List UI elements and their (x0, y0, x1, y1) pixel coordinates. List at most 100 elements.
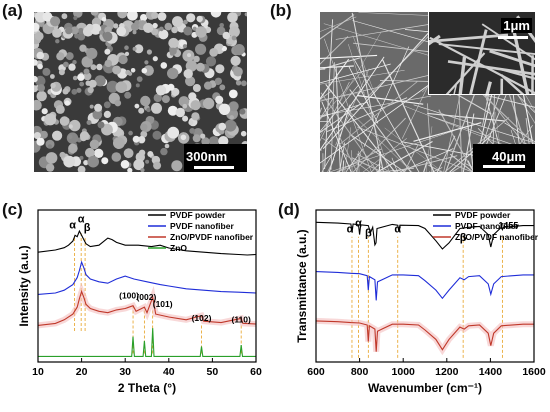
panel-label-c: (c) (2, 200, 23, 219)
particle (172, 16, 183, 28)
particle (210, 12, 222, 18)
particle (65, 26, 73, 35)
particle (36, 90, 47, 102)
fiber (500, 78, 504, 94)
particle (79, 155, 84, 160)
particle (127, 12, 138, 21)
particle (41, 108, 48, 115)
fiber (477, 89, 535, 146)
annotation: (101) (153, 299, 173, 309)
particle (167, 67, 179, 80)
particle (37, 84, 45, 92)
particle (222, 31, 231, 40)
fiber (339, 142, 346, 172)
fiber (321, 153, 333, 172)
particle (132, 46, 137, 51)
particle (233, 44, 245, 56)
particle (161, 95, 170, 104)
fiber (335, 67, 341, 169)
particle (34, 132, 41, 140)
series-line (38, 328, 256, 357)
particle (117, 12, 128, 19)
particle (137, 136, 146, 144)
particle (106, 80, 119, 93)
particle (219, 23, 224, 28)
particle (89, 104, 94, 109)
fiber (399, 148, 454, 172)
particle (229, 115, 234, 120)
particle (37, 63, 43, 70)
particle (34, 75, 38, 83)
particle (209, 48, 219, 57)
scale-label-a: 300nm (186, 149, 228, 164)
legend-label: ZnO/PVDF nanofiber (170, 232, 254, 242)
particle (192, 134, 201, 143)
particle (140, 123, 148, 131)
scale-label-inset: 1μm (501, 18, 532, 33)
annotation: α (347, 224, 354, 236)
particle (86, 23, 94, 31)
annotation: β (365, 228, 372, 240)
particle (34, 99, 42, 111)
particle (112, 65, 122, 75)
particle (128, 130, 133, 136)
fiber (351, 12, 384, 172)
particle (200, 133, 206, 139)
particle (114, 99, 122, 107)
legend-label: PVDF nanofiber (455, 221, 519, 231)
particle (65, 52, 74, 61)
particle (167, 105, 178, 116)
particle (132, 135, 140, 143)
x-tick-label: 60 (250, 366, 262, 378)
particle (146, 107, 151, 113)
x-axis-label: 2 Theta (°) (118, 381, 176, 395)
particle (185, 76, 196, 87)
particle (77, 32, 86, 41)
fiber (350, 112, 413, 172)
particle (72, 60, 77, 65)
particle (143, 65, 154, 76)
particle (140, 168, 145, 172)
particle (101, 123, 113, 136)
particle (133, 159, 145, 171)
y-axis-label: Intensity (a.u.) (17, 245, 31, 326)
particle (89, 139, 100, 150)
fiber (436, 135, 456, 172)
particle (169, 47, 177, 55)
particle (196, 15, 203, 23)
particle (44, 113, 57, 126)
fiber (320, 103, 362, 133)
particle (143, 22, 154, 33)
particle (42, 67, 51, 76)
particle (123, 148, 134, 159)
particle (144, 60, 149, 65)
particle (244, 12, 247, 17)
fiber (447, 60, 535, 76)
particle (68, 143, 78, 154)
fiber (325, 83, 396, 172)
particle (120, 160, 130, 169)
particle (86, 47, 98, 60)
x-axis-label: Wavenumber (cm⁻¹) (368, 381, 482, 395)
series-line (315, 271, 534, 301)
particle (92, 109, 103, 120)
xrd-chart: 10 20 30 40 50 60 2 Theta (°) Intensity (a.u.) P… (17, 209, 262, 395)
particle (235, 80, 242, 86)
panel-label-a: (a) (2, 1, 23, 20)
particle (219, 84, 226, 91)
fiber (350, 134, 406, 172)
particle (94, 75, 106, 87)
fiber (353, 58, 420, 172)
fiber (320, 149, 322, 151)
particle (103, 110, 111, 118)
particle (68, 63, 76, 71)
particle (124, 45, 129, 50)
particle (241, 80, 247, 87)
particle (171, 160, 183, 172)
annotation: α (69, 219, 76, 231)
particle (77, 73, 85, 81)
series-line (315, 320, 534, 352)
particle (36, 137, 45, 146)
particle (45, 163, 55, 172)
particle (101, 17, 107, 22)
